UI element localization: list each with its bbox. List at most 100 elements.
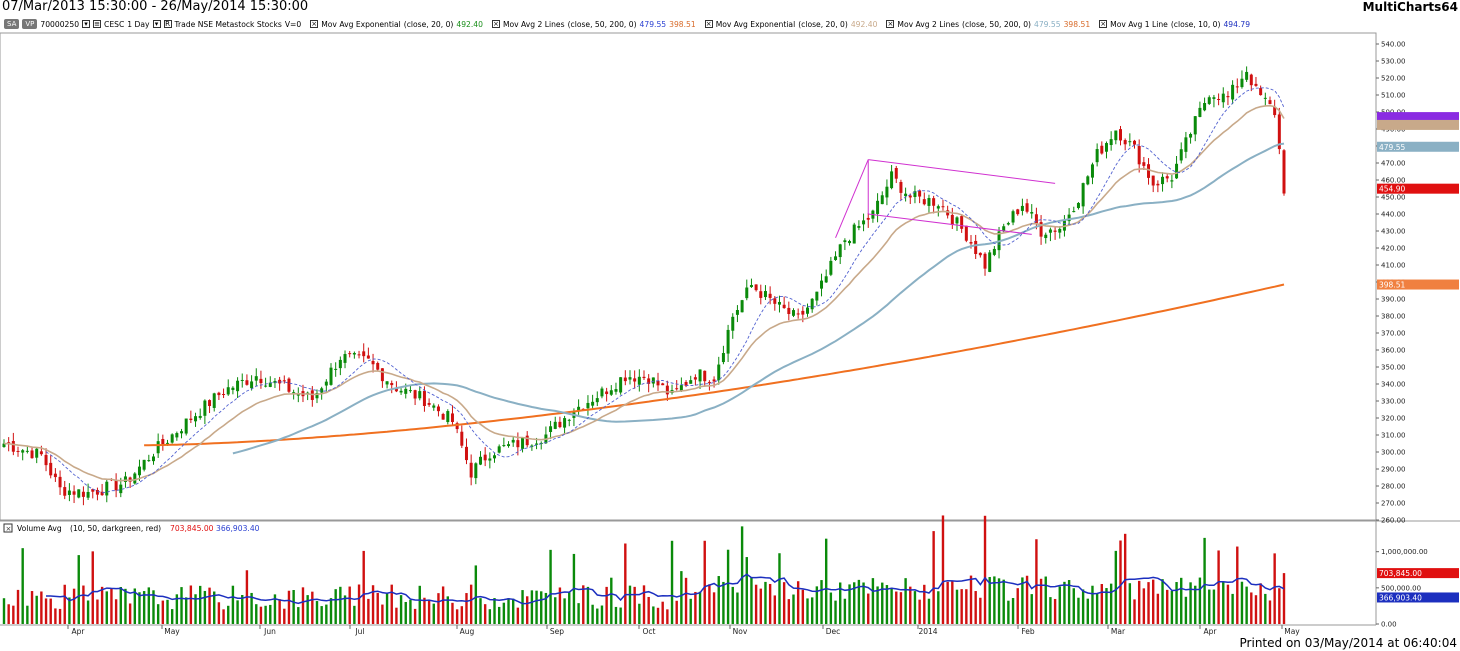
volume-bar — [497, 606, 501, 624]
candle-body — [665, 385, 669, 395]
price-tick-label: 280.00 — [1381, 483, 1406, 491]
volume-bar — [656, 607, 660, 624]
candle-body — [184, 418, 188, 434]
candle-body — [413, 390, 417, 399]
candle-body — [1277, 114, 1281, 150]
vp-chip[interactable]: VP — [22, 19, 38, 29]
settings-icon[interactable]: ≡ — [93, 20, 102, 28]
candle-body — [469, 462, 473, 478]
dropdown-icon[interactable]: ▾ — [82, 20, 91, 28]
volume-bar — [1072, 588, 1075, 624]
candle-body — [194, 416, 198, 422]
volume-bar — [1236, 546, 1239, 624]
volume-bar — [782, 582, 786, 624]
candle-body — [918, 190, 922, 197]
volume-bar — [77, 555, 80, 624]
sa-chip[interactable]: SA — [4, 19, 20, 29]
candle-body — [1128, 141, 1132, 143]
volume-bar — [241, 595, 244, 624]
candle-body — [1203, 102, 1207, 111]
candle-body — [264, 385, 268, 387]
volume-bar — [712, 592, 716, 624]
volume-bar — [250, 592, 253, 624]
candle-body — [450, 413, 454, 422]
candle-body — [586, 402, 590, 409]
volume-bar — [479, 598, 482, 624]
volume-bar — [493, 598, 496, 624]
candle-body — [156, 441, 160, 454]
volume-bar — [983, 515, 987, 624]
candle-body — [1002, 226, 1006, 232]
volume-legend: × Volume Avg (10, 50, darkgreen, red) 703,8… — [3, 523, 260, 533]
study-close-icon[interactable]: × — [886, 20, 895, 28]
candle-body — [964, 225, 968, 241]
volume-bar — [367, 598, 370, 624]
candle-body — [217, 392, 221, 396]
candle-body — [352, 352, 356, 355]
price-candles — [2, 66, 1286, 506]
volume-bar — [1077, 597, 1080, 624]
volume-bar — [376, 592, 379, 624]
candle-body — [399, 390, 403, 393]
interval: 1 Day — [127, 19, 150, 29]
candle-body — [684, 381, 688, 386]
candle-body — [651, 377, 655, 384]
volume-bar — [357, 584, 361, 624]
r-toggle-icon[interactable]: R — [163, 20, 172, 28]
volume-bar — [549, 549, 552, 624]
volume-bar — [7, 604, 10, 624]
candle-body — [591, 401, 595, 406]
candle-body — [1217, 98, 1221, 100]
volume-bar — [124, 588, 127, 624]
volume-bar — [63, 584, 66, 624]
candle-body — [114, 480, 118, 491]
volume-bar — [848, 584, 851, 624]
volume-bars — [2, 515, 1286, 624]
volume-bar — [628, 585, 632, 624]
study-close-icon[interactable]: × — [1099, 20, 1108, 28]
printed-timestamp: Printed on 03/May/2014 at 06:40:04 — [1239, 636, 1457, 650]
candle-body — [1137, 146, 1141, 165]
volume-bar — [1198, 577, 1202, 624]
moving-averages — [3, 87, 1285, 494]
volume-axis: 1,000,000.00 500,000.00 0.00 — [1376, 548, 1428, 629]
candle-body — [1198, 107, 1202, 117]
study-close-icon[interactable]: × — [310, 20, 319, 28]
ma-200-line — [144, 283, 1285, 447]
app-name: MultiCharts64 — [1362, 0, 1458, 14]
candle-body — [1072, 211, 1076, 213]
study-name: Mov Avg Exponential — [715, 19, 796, 29]
volume-bar — [740, 526, 744, 624]
candle-body — [824, 276, 828, 283]
volume-bar — [348, 586, 351, 624]
volume-bar — [255, 604, 258, 624]
interval-dropdown-icon[interactable]: ▾ — [152, 20, 161, 28]
candle-body — [712, 379, 716, 382]
price-marker-label: 454.90 — [1379, 185, 1405, 194]
candle-body — [1044, 234, 1048, 239]
candle-body — [1011, 211, 1015, 223]
candle-body — [600, 388, 604, 397]
candle-body — [1151, 175, 1155, 186]
candle-body — [1165, 176, 1169, 179]
study-close-icon[interactable]: × — [704, 20, 713, 28]
candle-body — [969, 242, 973, 244]
candle-body — [1161, 176, 1165, 185]
time-tick-label: Sep — [550, 627, 564, 636]
candle-body — [628, 377, 632, 380]
candle-body — [432, 405, 436, 408]
volume-bar — [427, 600, 431, 624]
candle-body — [1118, 129, 1122, 141]
candle-body — [343, 354, 347, 363]
candle-body — [525, 435, 529, 446]
volume-bar — [236, 600, 239, 624]
candle-body — [511, 439, 515, 443]
volume-bar — [768, 583, 772, 624]
ma-10-line — [45, 87, 1285, 494]
volume-bar — [736, 592, 739, 624]
study-close-icon[interactable]: × — [491, 20, 500, 28]
volume-bar — [306, 595, 309, 624]
volume-bar — [432, 603, 435, 624]
volume-bar — [1063, 581, 1066, 624]
